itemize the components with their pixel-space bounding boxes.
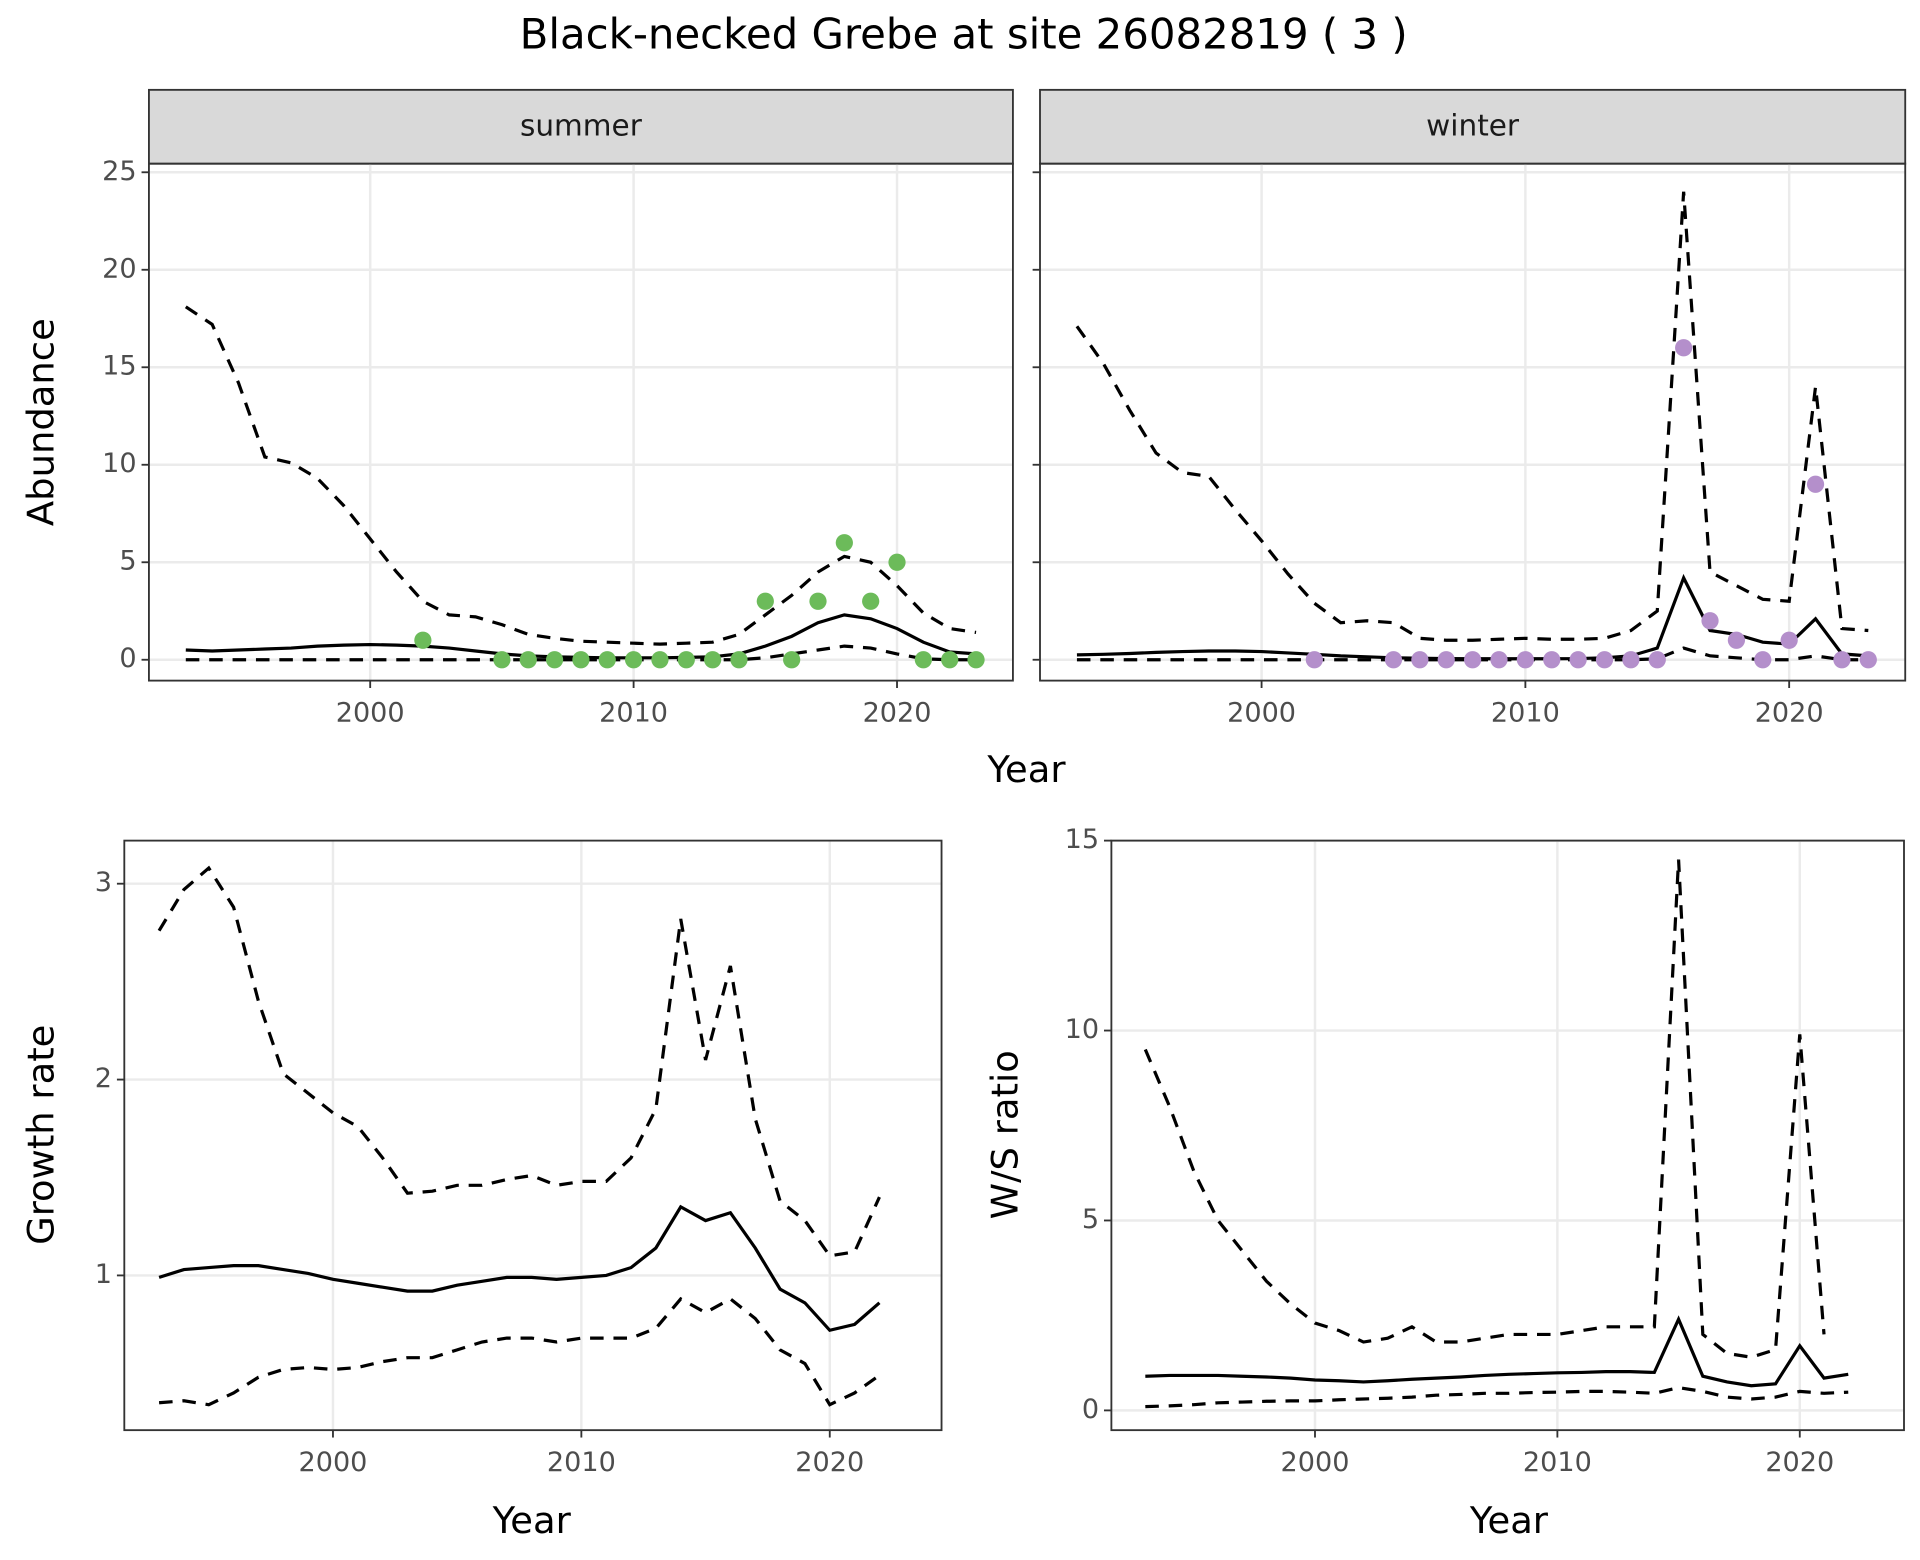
observation-point <box>1806 475 1825 493</box>
observation-point <box>1675 339 1693 357</box>
y-axis-label: Growth rate <box>20 1025 63 1245</box>
observation-point <box>1648 651 1666 669</box>
observation-point <box>1490 651 1508 669</box>
x-tick-label: 2020 <box>795 1447 864 1478</box>
facet-label: winter <box>1426 108 1520 142</box>
observation-point <box>783 651 801 669</box>
observation-point <box>572 651 590 669</box>
x-tick-label: 2000 <box>1281 1447 1350 1478</box>
panel-background <box>1111 840 1904 1431</box>
figure-title: Black-necked Grebe at site 26082819 ( 3 … <box>520 9 1408 58</box>
mean-line <box>1145 1315 1849 1388</box>
interval-line <box>157 865 881 1258</box>
observation-point <box>493 651 511 669</box>
observation-point <box>1411 651 1429 669</box>
observation-point <box>888 553 906 571</box>
x-tick-label: 2020 <box>1765 1447 1834 1478</box>
observation-point <box>1543 651 1561 669</box>
panel-border <box>123 839 943 1432</box>
observation-point <box>1701 612 1719 630</box>
observation-point <box>835 534 853 552</box>
y-tick-label: 2 <box>95 1063 112 1094</box>
observation-point <box>1569 651 1587 669</box>
observation-point <box>598 651 616 669</box>
observation-point <box>1595 651 1614 669</box>
y-tick-label: 15 <box>1065 824 1099 855</box>
y-axis-label: Abundance <box>20 318 63 526</box>
observation-point <box>1622 651 1640 669</box>
observation-point <box>1727 631 1746 649</box>
x-tick-label: 2000 <box>336 697 405 728</box>
x-tick-label: 2000 <box>1227 697 1296 728</box>
observation-point <box>862 592 880 610</box>
x-axis-label: Year <box>1469 1499 1549 1542</box>
interval-line <box>184 305 977 646</box>
observation-point <box>1833 651 1851 669</box>
facet-strip <box>1039 88 1907 165</box>
x-tick-label: 2010 <box>1523 1447 1592 1478</box>
observation-point <box>1780 631 1798 649</box>
y-tick-label: 5 <box>119 546 136 577</box>
observation-point <box>1384 651 1403 669</box>
observation-point <box>1464 651 1482 669</box>
observation-point <box>756 592 774 610</box>
x-tick-label: 2020 <box>863 697 932 728</box>
interval-line <box>1076 646 1869 662</box>
y-tick-label: 10 <box>1065 1014 1099 1045</box>
x-axis-label: Year <box>986 748 1066 791</box>
x-tick-label: 2010 <box>599 697 668 728</box>
observation-point <box>914 651 932 669</box>
y-axis-label: W/S ratio <box>983 1050 1026 1219</box>
mean-line <box>158 1204 881 1333</box>
y-tick-label: 3 <box>95 867 112 898</box>
observation-point <box>809 592 827 610</box>
x-tick-label: 2010 <box>547 1447 616 1478</box>
observation-point <box>624 651 643 669</box>
observation-point <box>1859 651 1877 669</box>
facet-strip <box>148 88 1014 165</box>
observation-point <box>730 651 748 669</box>
y-tick-label: 25 <box>102 156 136 187</box>
panel-background <box>1040 163 1906 681</box>
observation-point <box>1437 651 1455 669</box>
y-tick-label: 15 <box>102 351 136 382</box>
observation-point <box>651 651 669 669</box>
y-tick-label: 1 <box>95 1259 112 1290</box>
observation-point <box>967 651 985 669</box>
x-tick-label: 2020 <box>1755 697 1824 728</box>
facet-label: summer <box>520 108 643 142</box>
panel-border <box>1110 839 1905 1432</box>
observation-point <box>1305 651 1323 669</box>
observation-point <box>677 651 695 669</box>
observation-point <box>545 651 564 669</box>
y-tick-label: 0 <box>1082 1394 1099 1425</box>
interval-line <box>1075 191 1869 642</box>
observation-point <box>1754 651 1772 669</box>
interval-line <box>185 644 977 662</box>
observation-point <box>941 651 959 669</box>
observation-point <box>704 651 722 669</box>
y-tick-label: 20 <box>102 253 136 284</box>
x-tick-label: 2010 <box>1491 697 1560 728</box>
observation-point <box>519 651 537 669</box>
y-tick-label: 10 <box>102 448 136 479</box>
x-tick-label: 2000 <box>299 1447 368 1478</box>
panel-background <box>148 163 1013 681</box>
observation-point <box>1516 651 1534 669</box>
observation-point <box>414 631 432 649</box>
panel-border <box>1039 162 1907 682</box>
interval-line <box>1145 1385 1849 1409</box>
y-tick-label: 5 <box>1082 1204 1099 1235</box>
panel-background <box>124 840 942 1431</box>
panel-border <box>148 162 1014 682</box>
x-axis-label: Year <box>492 1499 572 1542</box>
y-tick-label: 0 <box>119 643 136 674</box>
interval-line <box>158 1296 881 1407</box>
